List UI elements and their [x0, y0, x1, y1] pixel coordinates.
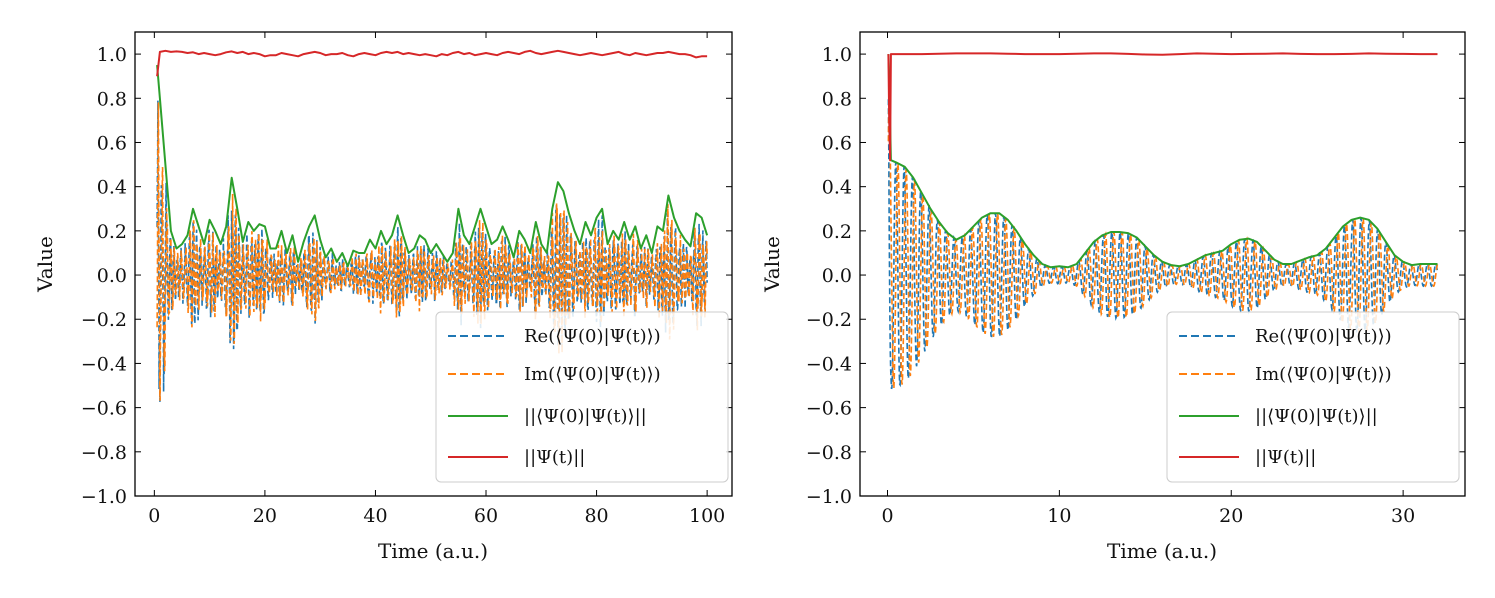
x-tick-label: 10	[1047, 505, 1071, 527]
y-tick-label: 0.0	[97, 265, 127, 287]
x-axis-title-left: Time (a.u.)	[378, 539, 488, 563]
series-line-im	[156, 102, 708, 401]
y-tick-label: −0.4	[806, 353, 852, 375]
series-line-re	[887, 99, 1439, 390]
y-tick-label: 0.4	[822, 177, 852, 199]
x-tick-label: 0	[881, 505, 893, 527]
y-tick-label: 0.2	[822, 221, 852, 243]
legend-label-im: Im(⟨Ψ(0)|Ψ(t)⟩)	[1255, 364, 1392, 385]
x-tick-label: 20	[1219, 505, 1243, 527]
series-group	[887, 52, 1439, 390]
y-tick-label: 0.8	[97, 88, 127, 110]
y-tick-label: 0.0	[822, 265, 852, 287]
legend-box-left	[435, 311, 729, 483]
y-axis-title-right: Value	[760, 236, 784, 293]
x-tick-label: 20	[253, 505, 277, 527]
plot-area-right	[887, 52, 1439, 390]
y-axis-title-left: Value	[33, 236, 57, 293]
y-tick-label: −0.8	[806, 442, 852, 464]
series-line-norm	[887, 52, 1438, 162]
y-tick-label: 0.2	[97, 221, 127, 243]
legend-label-norm: ||Ψ(t)||	[524, 447, 585, 468]
y-tick-label: 0.6	[97, 132, 127, 154]
y-tick-label: −0.4	[81, 353, 127, 375]
series-line-re	[156, 100, 708, 402]
series-line-im	[887, 84, 1439, 389]
series-line-abs	[887, 54, 1438, 269]
axes-frame-left	[134, 31, 733, 497]
y-tick-label: 1.0	[97, 44, 127, 66]
x-tick-label: 0	[148, 505, 160, 527]
legend-label-abs: ||⟨Ψ(0)|Ψ(t)⟩||	[1255, 406, 1378, 427]
plot-area-left	[156, 49, 709, 402]
legend-label-abs: ||⟨Ψ(0)|Ψ(t)⟩||	[524, 406, 647, 427]
x-tick-label: 40	[363, 505, 387, 527]
y-tick-label: −0.6	[81, 398, 127, 420]
series-group	[156, 49, 709, 402]
y-tick-label: 0.4	[97, 177, 127, 199]
y-tick-label: −1.0	[806, 486, 852, 508]
y-tick-label: −0.8	[81, 442, 127, 464]
x-tick-label: 100	[689, 505, 725, 527]
legend-label-re: Re(⟨Ψ(0)|Ψ(t)⟩)	[1255, 326, 1392, 347]
y-tick-label: −0.2	[81, 309, 127, 331]
y-tick-label: 1.0	[822, 44, 852, 66]
ticks-left: 0 20 40 60 80 100 −1.0 −0.8 −0.6 −0.4 −0.2 0.0 0.2 0.…	[81, 32, 732, 527]
legend-right: Re(⟨Ψ(0)|Ψ(t)⟩) Im(⟨Ψ(0)|Ψ(t)⟩) ||⟨Ψ(0)|…	[1166, 311, 1460, 483]
ticks-right: 0 10 20 30 −1.0 −0.8 −0.6 −0.4 −0.2 0.0 0.2 0.4 0.6 0…	[806, 32, 1465, 527]
chart-left: 0 20 40 60 80 100 −1.0 −0.8 −0.6 −0.4 −0.2 0.0 0.2 0.…	[33, 31, 733, 563]
legend-label-re: Re(⟨Ψ(0)|Ψ(t)⟩)	[524, 326, 661, 347]
legend-left: Re(⟨Ψ(0)|Ψ(t)⟩) Im(⟨Ψ(0)|Ψ(t)⟩) ||⟨Ψ(0)|…	[435, 311, 729, 483]
axes-frame-right	[859, 31, 1466, 497]
x-axis-title-right: Time (a.u.)	[1107, 539, 1217, 563]
legend-box-right	[1166, 311, 1460, 483]
y-tick-label: 0.6	[822, 132, 852, 154]
y-tick-label: −1.0	[81, 486, 127, 508]
legend-label-im: Im(⟨Ψ(0)|Ψ(t)⟩)	[524, 364, 661, 385]
x-tick-label: 60	[474, 505, 498, 527]
x-tick-label: 80	[584, 505, 608, 527]
y-tick-label: −0.6	[806, 398, 852, 420]
legend-label-norm: ||Ψ(t)||	[1255, 447, 1316, 468]
chart-right: 0 10 20 30 −1.0 −0.8 −0.6 −0.4 −0.2 0.0 0.2 0.4 0.6 0…	[760, 31, 1466, 563]
series-line-norm	[156, 49, 708, 77]
y-tick-label: −0.2	[806, 309, 852, 331]
y-tick-label: 0.8	[822, 88, 852, 110]
x-tick-label: 30	[1391, 505, 1415, 527]
series-line-abs	[156, 65, 709, 268]
